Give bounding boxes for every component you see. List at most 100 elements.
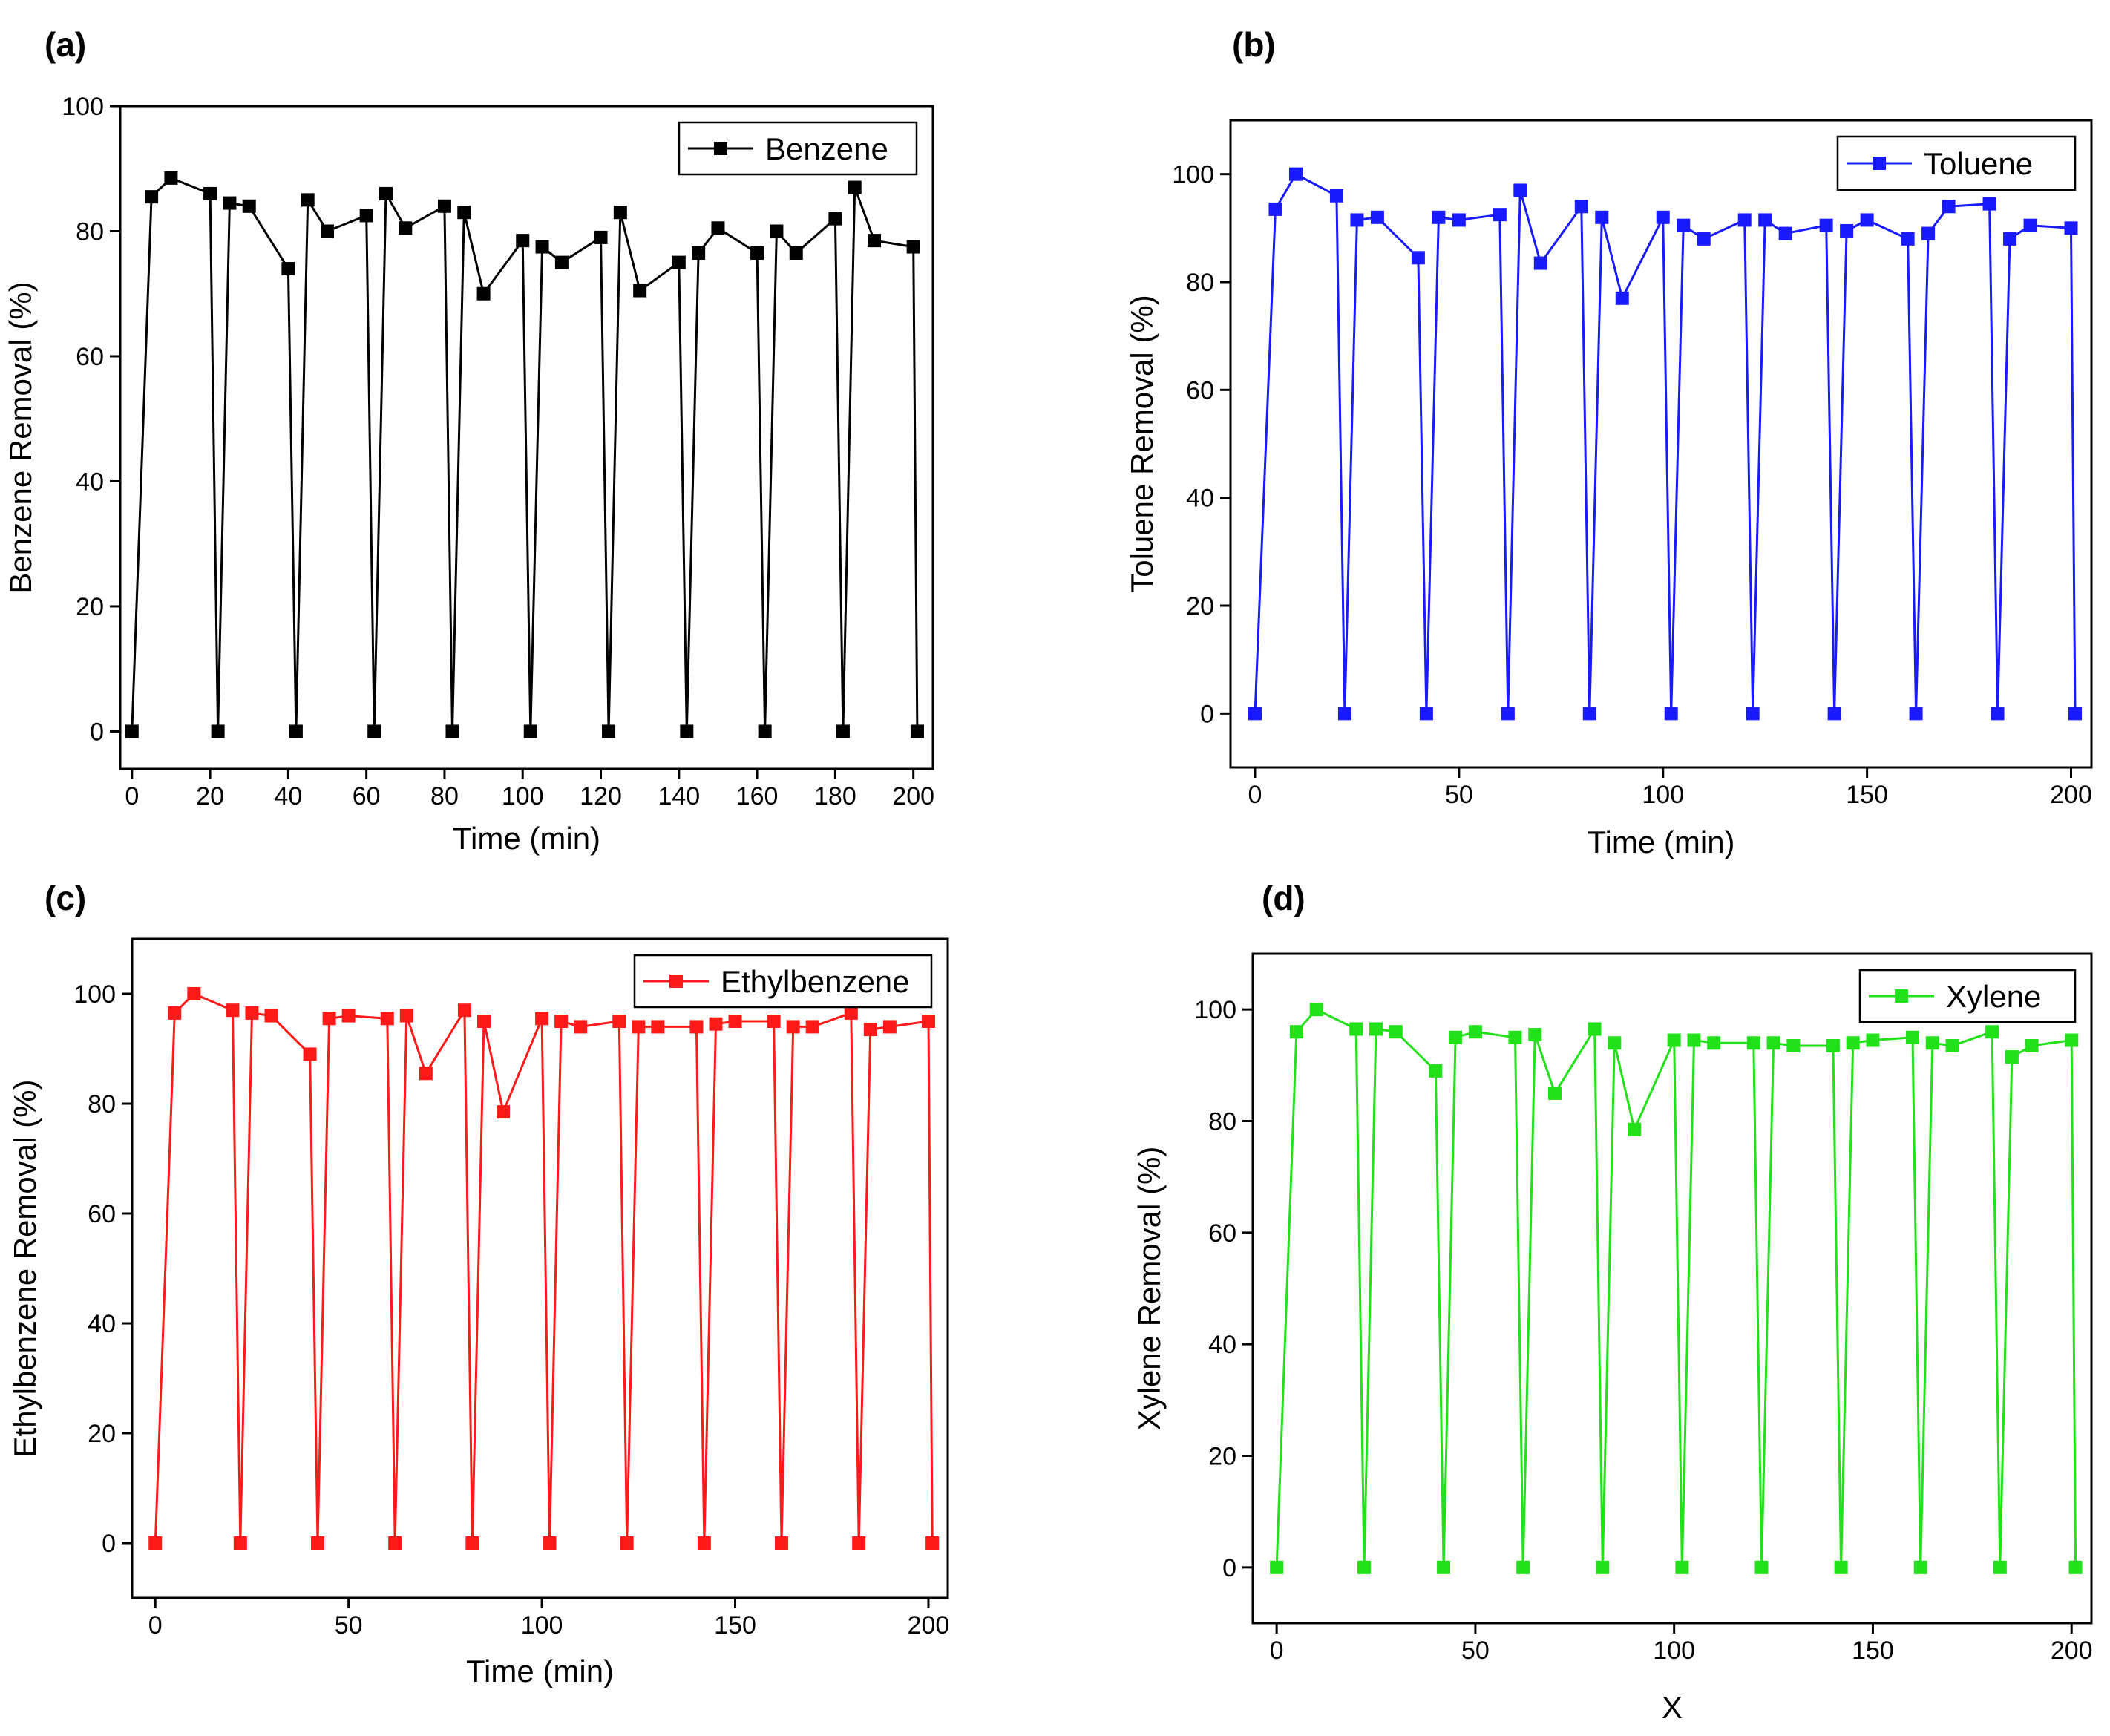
data-point bbox=[1834, 1560, 1848, 1574]
data-point bbox=[233, 1536, 247, 1550]
data-point bbox=[457, 206, 471, 220]
data-point bbox=[1419, 707, 1433, 721]
data-point bbox=[523, 724, 537, 738]
chart-panel-4: (d) 0 50 100 150 200 0 20 40 60 80 100 X Xylene Remov… bbox=[1132, 879, 2093, 1725]
legend-marker bbox=[714, 142, 727, 155]
series-line bbox=[1254, 173, 2077, 715]
x-tick-label: 100 bbox=[521, 1611, 563, 1640]
data-point bbox=[2065, 1033, 2079, 1047]
legend-label: Benzene bbox=[765, 131, 888, 166]
data-point bbox=[535, 240, 549, 254]
data-point bbox=[1370, 210, 1384, 224]
data-point bbox=[852, 1536, 866, 1550]
data-point bbox=[1707, 1036, 1721, 1050]
data-point bbox=[543, 1536, 557, 1550]
data-point bbox=[281, 262, 295, 276]
y-tick-label: 60 bbox=[1186, 376, 1214, 404]
x-tick-label: 180 bbox=[814, 782, 856, 810]
y-tick-label: 80 bbox=[76, 217, 104, 246]
legend-marker bbox=[1895, 989, 1908, 1003]
x-tick-label: 0 bbox=[125, 782, 139, 810]
data-point bbox=[921, 1015, 935, 1028]
plot-frame bbox=[131, 937, 949, 1599]
x-tick-label: 0 bbox=[148, 1611, 163, 1640]
y-tick-label: 80 bbox=[1186, 269, 1214, 297]
plot-frame bbox=[119, 105, 934, 770]
data-point bbox=[672, 255, 686, 269]
data-point bbox=[1411, 251, 1425, 265]
data-point bbox=[168, 1006, 182, 1020]
data-point bbox=[445, 724, 459, 738]
data-point bbox=[750, 246, 764, 260]
data-point bbox=[789, 246, 803, 260]
data-point bbox=[1945, 1039, 1959, 1053]
x-tick-label: 20 bbox=[196, 782, 224, 810]
data-point bbox=[633, 284, 647, 298]
data-point bbox=[1909, 707, 1923, 721]
x-axis-title: X bbox=[1662, 1690, 1683, 1725]
y-tick-label: 40 bbox=[1208, 1331, 1236, 1359]
data-point bbox=[1778, 226, 1792, 240]
x-tick-label: 0 bbox=[1248, 781, 1262, 809]
data-point bbox=[1588, 1022, 1602, 1036]
data-point bbox=[910, 724, 924, 738]
data-point bbox=[1866, 1033, 1880, 1047]
legend-label: Toluene bbox=[1924, 146, 2033, 181]
data-point bbox=[1357, 1560, 1371, 1574]
data-point bbox=[1449, 1030, 1463, 1044]
x-tick-label: 100 bbox=[1642, 781, 1684, 809]
x-tick-label: 50 bbox=[1445, 781, 1473, 809]
data-point bbox=[1288, 167, 1303, 181]
series-line bbox=[1275, 1008, 2077, 1569]
data-point bbox=[465, 1536, 479, 1550]
panel-label: (a) bbox=[45, 25, 86, 64]
data-point bbox=[1758, 213, 1772, 227]
x-tick-label: 50 bbox=[1461, 1637, 1490, 1665]
data-point bbox=[1901, 232, 1915, 246]
x-tick-label: 80 bbox=[430, 782, 459, 810]
y-axis-title: Toluene Removal (%) bbox=[1124, 295, 1159, 593]
data-point bbox=[187, 987, 201, 1000]
data-point bbox=[321, 224, 335, 238]
x-tick-label: 200 bbox=[2051, 1637, 2093, 1665]
data-point bbox=[728, 1015, 742, 1028]
data-point bbox=[2003, 232, 2017, 246]
x-tick-label: 150 bbox=[1852, 1637, 1894, 1665]
panel-label: (d) bbox=[1262, 879, 1305, 917]
x-tick-label: 0 bbox=[1270, 1637, 1284, 1665]
y-axis-title: Xylene Removal (%) bbox=[1132, 1147, 1167, 1431]
y-tick-label: 60 bbox=[76, 343, 104, 371]
data-point bbox=[341, 1009, 356, 1023]
panel-label: (b) bbox=[1232, 25, 1276, 64]
y-tick-label: 0 bbox=[90, 718, 104, 746]
data-point bbox=[758, 724, 772, 738]
data-point bbox=[2064, 221, 2078, 235]
y-tick-label: 40 bbox=[88, 1310, 116, 1338]
data-point bbox=[689, 1020, 704, 1034]
data-point bbox=[1337, 707, 1351, 721]
data-point bbox=[613, 206, 627, 220]
y-tick-label: 0 bbox=[102, 1530, 116, 1558]
x-axis-title: Time (min) bbox=[453, 821, 600, 856]
panel-label: (c) bbox=[45, 879, 86, 917]
data-point bbox=[399, 1009, 413, 1023]
x-axis-title: Time (min) bbox=[466, 1654, 614, 1688]
data-point bbox=[1675, 1560, 1689, 1574]
legend-label: Xylene bbox=[1946, 979, 2041, 1014]
data-point bbox=[2025, 1039, 2039, 1053]
y-tick-label: 100 bbox=[73, 980, 116, 1009]
data-point bbox=[1389, 1025, 1403, 1039]
data-point bbox=[476, 286, 491, 301]
y-axis-title: Ethylbenzene Removal (%) bbox=[7, 1080, 42, 1458]
data-point bbox=[419, 1067, 433, 1081]
data-point bbox=[1921, 226, 1936, 240]
data-point bbox=[1913, 1560, 1927, 1574]
data-point bbox=[380, 1012, 394, 1026]
chart-panel-1: (a) 0 20 40 60 80 100 120 140 160 180 200 0 20 40 60 80 1… bbox=[3, 25, 934, 856]
plot-frame bbox=[1251, 952, 2093, 1625]
data-point bbox=[1248, 707, 1262, 721]
data-point bbox=[1329, 189, 1343, 203]
y-tick-label: 0 bbox=[1200, 700, 1214, 728]
y-tick-label: 100 bbox=[1172, 161, 1214, 189]
data-point bbox=[836, 724, 850, 738]
